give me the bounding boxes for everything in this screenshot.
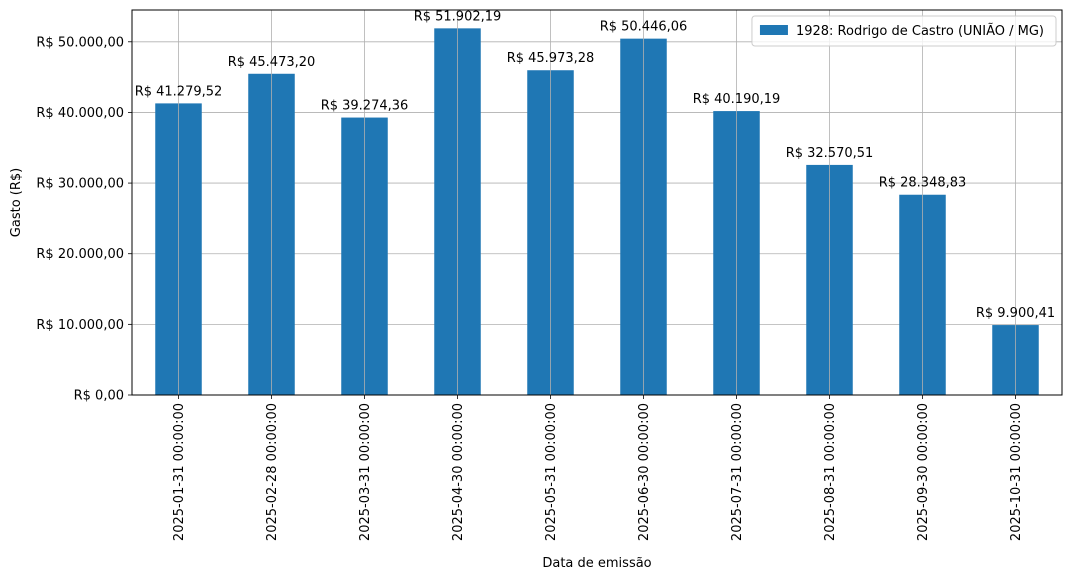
data-label: R$ 40.190,19 xyxy=(693,92,781,107)
x-tick-label: 2025-09-30 00:00:00 xyxy=(916,403,931,541)
y-tick-label: R$ 20.000,00 xyxy=(36,247,124,262)
y-tick-label: R$ 30.000,00 xyxy=(36,177,124,192)
legend: 1928: Rodrigo de Castro (UNIÃO / MG) xyxy=(751,15,1057,47)
legend-swatch xyxy=(759,25,788,35)
vertical-grid xyxy=(178,10,1016,395)
y-tick-label: R$ 50.000,00 xyxy=(36,35,124,50)
data-label: R$ 50.446,06 xyxy=(600,20,688,35)
x-tick-label: 2025-03-31 00:00:00 xyxy=(358,403,373,541)
bars xyxy=(155,28,1039,396)
data-label: R$ 45.473,20 xyxy=(228,55,316,70)
data-label: R$ 32.570,51 xyxy=(786,146,874,161)
data-label: R$ 39.274,36 xyxy=(321,99,409,114)
data-label: R$ 28.348,83 xyxy=(879,176,967,191)
x-tick-label: 2025-01-31 00:00:00 xyxy=(172,403,187,541)
data-label: R$ 51.902,19 xyxy=(414,9,502,24)
x-tick-label: 2025-06-30 00:00:00 xyxy=(637,403,652,541)
y-axis-label: Gasto (R$) xyxy=(9,168,24,237)
x-axis-ticks: 2025-01-31 00:00:00 2025-02-28 00:00:00 20… xyxy=(172,395,1024,541)
y-tick-label: R$ 10.000,00 xyxy=(36,318,124,333)
data-label: R$ 45.973,28 xyxy=(507,51,595,66)
x-tick-label: 2025-10-31 00:00:00 xyxy=(1009,403,1024,541)
legend-entry: 1928: Rodrigo de Castro (UNIÃO / MG) xyxy=(796,23,1044,39)
data-labels: R$ 41.279,52 R$ 45.473,20 R$ 39.274,36 R$ 5… xyxy=(135,9,1055,321)
x-axis-label: Data de emissão xyxy=(542,556,651,571)
y-tick-label: R$ 40.000,00 xyxy=(36,106,124,121)
y-axis-ticks: R$ 0,00 R$ 10.000,00 R$ 20.000,00 R$ 30.000… xyxy=(36,35,132,404)
x-tick-label: 2025-02-28 00:00:00 xyxy=(265,403,280,541)
x-tick-label: 2025-04-30 00:00:00 xyxy=(451,403,466,541)
y-tick-label: R$ 0,00 xyxy=(74,389,124,404)
data-label: R$ 41.279,52 xyxy=(135,84,223,99)
legend-box xyxy=(751,15,1057,47)
x-tick-label: 2025-08-31 00:00:00 xyxy=(823,403,838,541)
data-label: R$ 9.900,41 xyxy=(976,306,1055,321)
x-tick-label: 2025-05-31 00:00:00 xyxy=(544,403,559,541)
x-tick-label: 2025-07-31 00:00:00 xyxy=(730,403,745,541)
plot-frame xyxy=(131,9,1063,396)
